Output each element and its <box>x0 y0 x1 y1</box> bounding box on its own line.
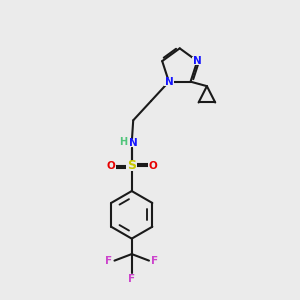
FancyBboxPatch shape <box>148 162 157 170</box>
Text: F: F <box>105 256 112 266</box>
Text: O: O <box>106 161 115 171</box>
Text: H: H <box>119 137 127 147</box>
FancyBboxPatch shape <box>104 257 113 265</box>
FancyBboxPatch shape <box>126 161 137 171</box>
Text: O: O <box>148 161 157 171</box>
FancyBboxPatch shape <box>106 162 116 170</box>
FancyBboxPatch shape <box>151 257 159 265</box>
FancyBboxPatch shape <box>129 139 138 147</box>
Text: F: F <box>152 256 158 266</box>
Text: N: N <box>193 56 202 66</box>
FancyBboxPatch shape <box>118 138 127 146</box>
FancyBboxPatch shape <box>127 275 136 283</box>
Text: S: S <box>127 159 136 172</box>
FancyBboxPatch shape <box>192 57 202 65</box>
FancyBboxPatch shape <box>164 77 174 86</box>
Text: N: N <box>129 138 138 148</box>
Text: F: F <box>128 274 135 284</box>
Text: N: N <box>164 77 173 87</box>
